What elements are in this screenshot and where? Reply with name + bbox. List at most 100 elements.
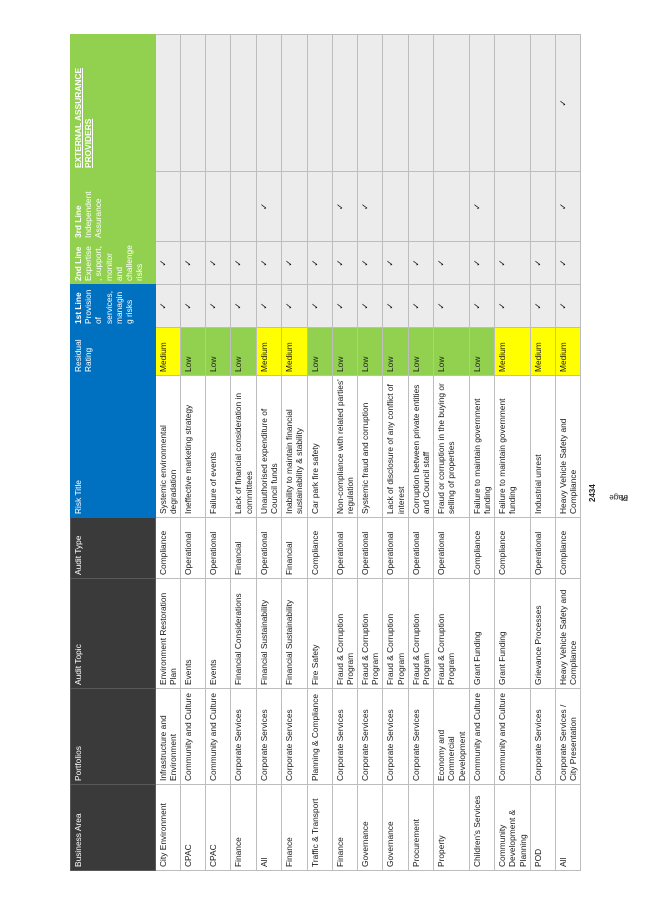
cell-external: ✓ [555, 34, 581, 172]
table-row: Finance Corporate Services Financial Susta… [281, 34, 308, 871]
cell-residual-rating: Medium [281, 327, 308, 376]
cell-external [281, 34, 308, 172]
cell-risk-title: Corruption between private entities and … [408, 375, 434, 518]
cell-portfolio: Community and Culture [180, 688, 206, 785]
cell-residual-rating: Low [307, 327, 333, 376]
cell-residual-rating: Low [180, 327, 206, 376]
cell-portfolio: Corporate Services [408, 688, 434, 785]
cell-first-line: ✓ [155, 284, 181, 328]
cell-audit-topic: Fraud & Corruption Program [382, 578, 409, 689]
cell-first-line: ✓ [281, 284, 308, 328]
cell-residual-rating: Medium [555, 327, 581, 376]
cell-third-line [230, 171, 257, 242]
cell-risk-title: Industrial unrest [530, 375, 556, 518]
cell-second-line: ✓ [494, 241, 531, 285]
table-row: Property Economy and Commercial Developme… [433, 34, 470, 871]
cell-audit-type: Financial [230, 517, 257, 579]
page-total: 34 [588, 484, 597, 494]
cell-first-line: ✓ [555, 284, 581, 328]
cell-first-line: ✓ [494, 284, 531, 328]
cell-risk-title: Unauthorised expenditure of Council fund… [256, 375, 282, 518]
cell-audit-topic: Fraud & Corruption Program [332, 578, 358, 689]
cell-first-line: ✓ [307, 284, 333, 328]
cell-audit-topic: Grant Funding [494, 578, 531, 689]
cell-residual-rating: Low [433, 327, 470, 376]
cell-risk-title: Fraud or corruption in the buying or sel… [433, 375, 470, 518]
cell-external [408, 34, 434, 172]
cell-portfolio: Corporate Services [382, 688, 409, 785]
cell-first-line: ✓ [256, 284, 282, 328]
cell-second-line: ✓ [281, 241, 308, 285]
cell-portfolio: Infrastructure and Environment [155, 688, 181, 785]
cell-audit-type: Operational [433, 517, 470, 579]
header-second-line: 2nd Line Expertise, support, monitor and … [70, 241, 156, 285]
cell-third-line: ✓ [469, 171, 495, 242]
cell-second-line: ✓ [205, 241, 231, 285]
cell-portfolio: Corporate Services [332, 688, 358, 785]
cell-third-line [530, 171, 556, 242]
cell-business-area: Community Development & Planning [494, 784, 531, 871]
cell-business-area: All [256, 784, 282, 871]
cell-business-area: Finance [332, 784, 358, 871]
cell-portfolio: Corporate Services / City Presentation [555, 688, 581, 785]
table-row: Traffic & Transport Planning & Compliance… [307, 34, 333, 871]
page-middle: of [621, 493, 628, 502]
cell-second-line: ✓ [256, 241, 282, 285]
cell-portfolio: Corporate Services [357, 688, 383, 785]
header-first-line: 1st Line Provision of services, managing … [70, 284, 156, 328]
cell-external [307, 34, 333, 172]
cell-residual-rating: Low [469, 327, 495, 376]
cell-audit-type: Operational [180, 517, 206, 579]
cell-third-line: ✓ [332, 171, 358, 242]
cell-audit-type: Operational [332, 517, 358, 579]
table-row: Finance Corporate Services Fraud & Corrupt… [332, 34, 358, 871]
cell-business-area: Traffic & Transport [307, 784, 333, 871]
cell-audit-type: Financial [281, 517, 308, 579]
cell-external [433, 34, 470, 172]
cell-third-line: ✓ [555, 171, 581, 242]
third-line-title: 3rd Line [73, 205, 83, 238]
cell-first-line: ✓ [382, 284, 409, 328]
cell-external [230, 34, 257, 172]
cell-third-line [408, 171, 434, 242]
cell-business-area: Property [433, 784, 470, 871]
cell-second-line: ✓ [382, 241, 409, 285]
cell-portfolio: Economy and Commercial Development [433, 688, 470, 785]
cell-second-line: ✓ [433, 241, 470, 285]
cell-audit-topic: Fire Safety [307, 578, 333, 689]
header-row: Business Area Portfolios Audit Topic Aud… [70, 34, 156, 871]
cell-portfolio: Corporate Services [230, 688, 257, 785]
cell-risk-title: Systemic fraud and corruption [357, 375, 383, 518]
cell-audit-topic: Grant Funding [469, 578, 495, 689]
page-number: Page 24 of 34 [588, 462, 628, 502]
cell-audit-topic: Fraud & Corruption Program [357, 578, 383, 689]
cell-risk-title: Heavy Vehicle Safety and Compliance [555, 375, 581, 518]
cell-first-line: ✓ [530, 284, 556, 328]
cell-second-line: ✓ [530, 241, 556, 285]
first-line-sub: Provision of services, managing risks [83, 289, 135, 324]
table-body: City Environment Infrastructure and Envir… [155, 34, 581, 871]
cell-third-line: ✓ [357, 171, 383, 242]
second-line-sub: Expertise, support, monitor and challeng… [83, 245, 145, 281]
cell-audit-type: Operational [357, 517, 383, 579]
cell-business-area: Governance [357, 784, 383, 871]
cell-risk-title: Failure to maintain government funding [494, 375, 531, 518]
cell-third-line [382, 171, 409, 242]
cell-external [382, 34, 409, 172]
cell-audit-topic: Heavy Vehicle Safety and Compliance [555, 578, 581, 689]
cell-external [530, 34, 556, 172]
cell-third-line [433, 171, 470, 242]
cell-third-line [155, 171, 181, 242]
header-third-line: 3rd Line Independent Assurance [70, 171, 156, 242]
cell-risk-title: Lack of disclosure of any conflict of in… [382, 375, 409, 518]
cell-audit-topic: Financial Considerations [230, 578, 257, 689]
audit-risk-table: Business Area Portfolios Audit Topic Aud… [70, 34, 581, 871]
cell-second-line: ✓ [357, 241, 383, 285]
cell-audit-topic: Financial Sustainability [281, 578, 308, 689]
cell-residual-rating: Low [408, 327, 434, 376]
header-portfolios: Portfolios [70, 688, 156, 785]
cell-third-line [205, 171, 231, 242]
table-row: Procurement Corporate Services Fraud & Cor… [408, 34, 434, 871]
cell-business-area: Procurement [408, 784, 434, 871]
cell-second-line: ✓ [180, 241, 206, 285]
